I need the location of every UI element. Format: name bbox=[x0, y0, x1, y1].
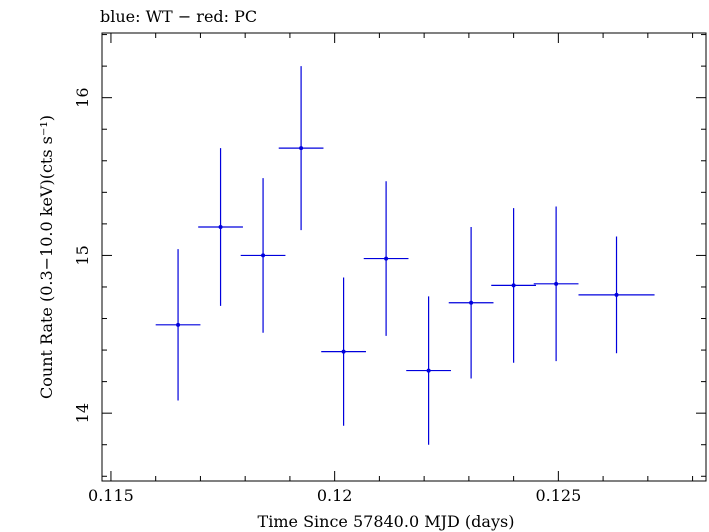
data-point bbox=[240, 178, 286, 333]
plot-frame bbox=[101, 32, 707, 482]
x-tick-label: 0.115 bbox=[88, 486, 134, 505]
point-marker bbox=[426, 368, 431, 373]
point-marker bbox=[218, 225, 223, 230]
point-marker bbox=[176, 322, 181, 327]
point-marker bbox=[614, 292, 619, 297]
data-point bbox=[198, 148, 243, 306]
y-tick-label: 16 bbox=[73, 87, 92, 107]
data-point bbox=[578, 236, 655, 354]
point-marker bbox=[554, 281, 559, 286]
point-marker bbox=[384, 256, 389, 261]
point-marker bbox=[261, 253, 266, 258]
chart-title: blue: WT − red: PC bbox=[100, 7, 257, 26]
point-marker bbox=[341, 349, 346, 354]
data-point bbox=[321, 277, 366, 426]
data-point bbox=[491, 208, 536, 363]
x-tick-label: 0.12 bbox=[317, 486, 353, 505]
y-tick-label: 15 bbox=[73, 245, 92, 265]
point-marker bbox=[511, 283, 516, 288]
data-point bbox=[363, 181, 409, 336]
data-point bbox=[278, 66, 324, 231]
x-axis-label: Time Since 57840.0 MJD (days) bbox=[258, 512, 515, 531]
data-point bbox=[406, 296, 451, 445]
y-axis-label: Count Rate (0.3−10.0 keV)(cts s⁻¹) bbox=[37, 115, 56, 399]
x-tick-label: 0.125 bbox=[535, 486, 581, 505]
data-point bbox=[448, 227, 494, 379]
axis-ticks bbox=[102, 33, 706, 481]
point-marker bbox=[469, 300, 474, 305]
axis-tick-labels: 0.115 0.12 0.125 14 15 16 bbox=[73, 87, 581, 505]
data-point bbox=[533, 206, 579, 362]
data-points bbox=[155, 66, 655, 445]
y-tick-label: 14 bbox=[73, 403, 92, 423]
point-marker bbox=[299, 146, 304, 151]
data-point bbox=[155, 249, 201, 401]
